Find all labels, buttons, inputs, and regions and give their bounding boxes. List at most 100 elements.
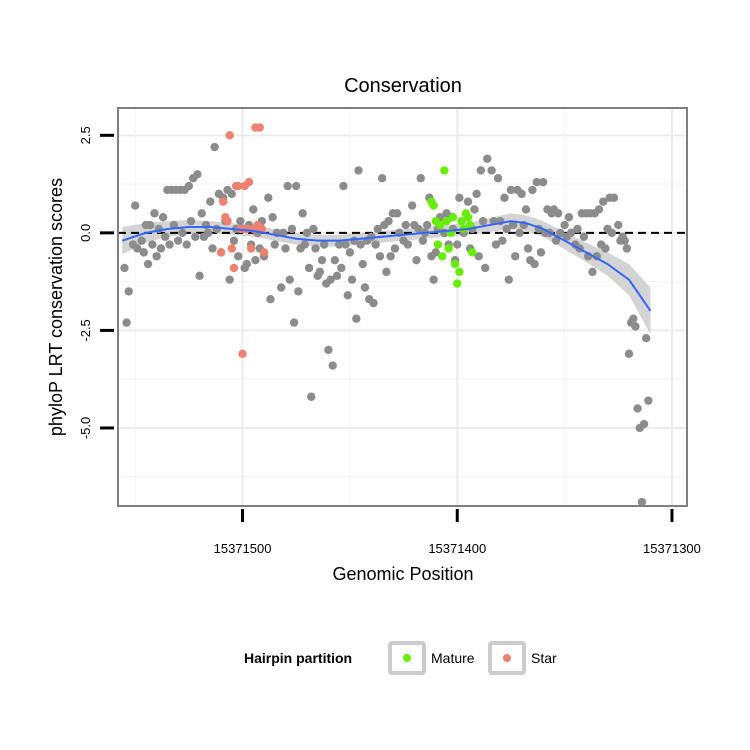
- data-point-other: [377, 174, 387, 183]
- data-point-other: [564, 213, 574, 222]
- data-point-other: [637, 497, 647, 507]
- data-point-mature: [468, 248, 477, 257]
- data-point-mature: [444, 244, 453, 253]
- data-point-other: [517, 189, 526, 199]
- data-point-other: [560, 220, 569, 230]
- data-point-other: [642, 334, 651, 343]
- data-point-other: [573, 224, 582, 234]
- data-point-other: [390, 244, 400, 253]
- data-point-other: [472, 189, 481, 199]
- data-point-other: [343, 291, 352, 300]
- data-point-other: [523, 244, 533, 253]
- data-point-other: [264, 193, 273, 202]
- y-axis-title: phyloP LRT conservation scores: [46, 178, 66, 436]
- data-point-other: [474, 252, 483, 261]
- data-point-other: [251, 255, 260, 265]
- data-point-mature: [453, 279, 462, 288]
- data-point-other: [328, 361, 337, 370]
- data-point-other: [369, 298, 378, 308]
- data-point-other: [210, 142, 219, 152]
- data-point-other: [401, 220, 410, 230]
- data-point-other: [594, 205, 604, 214]
- data-point-other: [124, 287, 133, 296]
- data-point-other: [556, 228, 565, 238]
- data-point-other: [158, 213, 168, 222]
- data-point-other: [137, 236, 146, 245]
- data-point-other: [407, 201, 417, 210]
- data-point-other: [607, 228, 617, 238]
- data-point-other: [403, 240, 413, 249]
- data-point-other: [352, 314, 361, 323]
- data-point-other: [242, 259, 252, 269]
- data-point-other: [294, 287, 303, 296]
- data-point-star: [219, 197, 228, 206]
- legend: Hairpin partition Mature Star: [244, 641, 557, 675]
- x-axis-title: Genomic Position: [332, 564, 473, 584]
- y-tick-label: 2.5: [78, 126, 93, 144]
- data-point-other: [161, 232, 170, 241]
- data-point-other: [511, 252, 520, 261]
- data-point-other: [498, 236, 507, 245]
- data-point-other: [276, 283, 286, 292]
- data-point-other: [416, 174, 425, 183]
- data-point-other: [317, 255, 327, 265]
- data-point-mature: [438, 252, 447, 261]
- data-point-mature: [465, 220, 475, 230]
- data-point-other: [528, 185, 537, 195]
- data-point-other: [324, 345, 333, 355]
- data-point-other: [551, 236, 561, 245]
- data-point-other: [193, 170, 202, 179]
- data-point-other: [487, 166, 496, 175]
- data-point-other: [283, 181, 292, 191]
- data-point-other: [500, 193, 509, 202]
- data-point-other: [319, 240, 329, 249]
- data-point-other: [309, 224, 318, 234]
- data-point-other: [304, 263, 314, 273]
- data-point-other: [345, 248, 355, 257]
- x-tick-label: 15371500: [214, 541, 272, 556]
- data-point-other: [300, 240, 310, 249]
- data-point-star: [259, 248, 269, 257]
- data-point-other: [620, 236, 629, 245]
- data-point-other: [470, 205, 479, 214]
- data-point-other: [165, 240, 174, 249]
- data-point-other: [506, 185, 516, 195]
- data-point-other: [644, 396, 653, 405]
- y-tick-label: -5.0: [78, 417, 93, 439]
- legend-marker-star: [503, 654, 511, 662]
- data-point-other: [508, 220, 518, 230]
- data-point-mature: [448, 213, 458, 222]
- data-point-star: [257, 224, 267, 234]
- data-point-other: [392, 209, 402, 218]
- data-point-other: [386, 252, 395, 261]
- data-point-other: [480, 263, 490, 273]
- data-point-other: [332, 271, 342, 280]
- data-point-star: [238, 349, 247, 359]
- legend-marker-mature: [403, 654, 411, 662]
- data-point-other: [360, 283, 370, 292]
- x-tick-label: 15371300: [643, 541, 701, 556]
- data-point-mature: [463, 213, 473, 222]
- data-point-other: [566, 228, 576, 238]
- data-point-other: [431, 248, 440, 257]
- data-point-other: [515, 228, 524, 238]
- legend-item-mature: Mature: [388, 641, 475, 675]
- data-point-other: [622, 244, 632, 253]
- data-point-other: [330, 255, 340, 265]
- data-point-other: [195, 271, 204, 280]
- data-point-other: [152, 252, 161, 261]
- data-point-star: [255, 123, 264, 132]
- legend-label-mature: Mature: [431, 650, 475, 666]
- data-point-other: [326, 275, 335, 284]
- data-point-other: [169, 220, 179, 230]
- data-point-other: [478, 216, 488, 226]
- data-point-other: [227, 189, 236, 199]
- data-point-other: [229, 236, 239, 245]
- data-point-other: [203, 228, 213, 238]
- data-point-other: [639, 419, 649, 429]
- data-point-star: [227, 244, 236, 253]
- data-point-other: [453, 240, 462, 249]
- data-point-other: [375, 252, 385, 261]
- data-point-other: [279, 228, 288, 238]
- data-point-other: [146, 220, 155, 230]
